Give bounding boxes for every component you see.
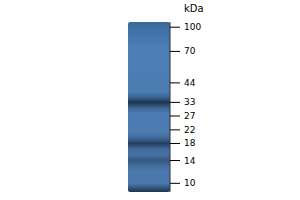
tick-label: 33 xyxy=(184,97,195,107)
tick-label: 18 xyxy=(184,138,196,148)
tick-label: 10 xyxy=(184,178,196,188)
tick xyxy=(170,129,180,130)
tick xyxy=(170,183,180,184)
tick xyxy=(170,143,180,144)
tick xyxy=(170,27,180,28)
tick xyxy=(170,82,180,83)
band xyxy=(128,150,170,172)
tick xyxy=(170,160,180,161)
axis-line xyxy=(170,22,171,192)
tick xyxy=(170,115,180,116)
tick-label: 70 xyxy=(184,46,196,56)
tick-label: 44 xyxy=(184,78,196,88)
band xyxy=(128,91,170,113)
tick-label: 14 xyxy=(184,156,196,166)
tick-label: 22 xyxy=(184,125,195,135)
tick xyxy=(170,51,180,52)
tick-label: 27 xyxy=(184,111,195,121)
bands xyxy=(128,91,170,171)
chart: 100 70 44 33 27 22 18 14 10 kDa xyxy=(0,0,300,200)
axis-label: kDa xyxy=(184,3,204,14)
tick-label: 100 xyxy=(184,22,201,32)
tick xyxy=(170,102,180,103)
gel-lane xyxy=(128,22,170,192)
